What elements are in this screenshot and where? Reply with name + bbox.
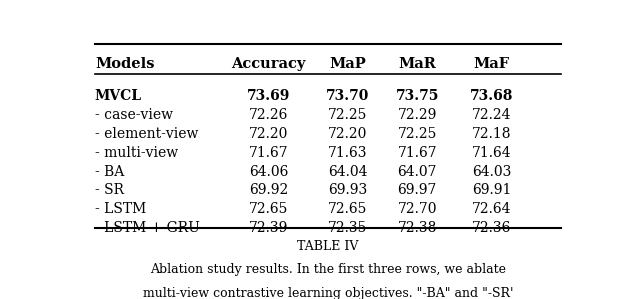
Text: 69.91: 69.91 <box>472 184 511 197</box>
Text: 72.20: 72.20 <box>249 127 288 141</box>
Text: - BA: - BA <box>95 164 124 179</box>
Text: - case-view: - case-view <box>95 108 173 122</box>
Text: 72.24: 72.24 <box>472 108 511 122</box>
Text: multi-view contrastive learning objectives. "-BA" and "-SR': multi-view contrastive learning objectiv… <box>143 287 513 299</box>
Text: 72.65: 72.65 <box>328 202 367 216</box>
Text: 71.63: 71.63 <box>328 146 367 160</box>
Text: 72.65: 72.65 <box>249 202 288 216</box>
Text: 64.06: 64.06 <box>249 164 288 179</box>
Text: 72.64: 72.64 <box>472 202 511 216</box>
Text: 73.70: 73.70 <box>326 89 369 103</box>
Text: 73.75: 73.75 <box>396 89 439 103</box>
Text: Accuracy: Accuracy <box>231 57 306 71</box>
Text: - LSTM: - LSTM <box>95 202 146 216</box>
Text: 64.04: 64.04 <box>328 164 367 179</box>
Text: 72.26: 72.26 <box>249 108 288 122</box>
Text: 69.97: 69.97 <box>397 184 437 197</box>
Text: - element-view: - element-view <box>95 127 198 141</box>
Text: 71.67: 71.67 <box>397 146 437 160</box>
Text: 72.38: 72.38 <box>397 221 437 235</box>
Text: MaR: MaR <box>398 57 436 71</box>
Text: - LSTM + GRU: - LSTM + GRU <box>95 221 200 235</box>
Text: 72.35: 72.35 <box>328 221 367 235</box>
Text: 69.92: 69.92 <box>249 184 288 197</box>
Text: 72.18: 72.18 <box>472 127 511 141</box>
Text: - SR: - SR <box>95 184 124 197</box>
Text: 72.25: 72.25 <box>328 108 367 122</box>
Text: TABLE IV: TABLE IV <box>298 240 358 253</box>
Text: 71.67: 71.67 <box>249 146 288 160</box>
Text: 73.69: 73.69 <box>247 89 290 103</box>
Text: 69.93: 69.93 <box>328 184 367 197</box>
Text: 72.25: 72.25 <box>397 127 437 141</box>
Text: 73.68: 73.68 <box>470 89 513 103</box>
Text: 72.29: 72.29 <box>397 108 437 122</box>
Text: MaP: MaP <box>330 57 366 71</box>
Text: 72.20: 72.20 <box>328 127 367 141</box>
Text: 71.64: 71.64 <box>472 146 511 160</box>
Text: MaF: MaF <box>474 57 509 71</box>
Text: MVCL: MVCL <box>95 89 142 103</box>
Text: Ablation study results. In the first three rows, we ablate: Ablation study results. In the first thr… <box>150 263 506 276</box>
Text: 72.39: 72.39 <box>249 221 288 235</box>
Text: 64.07: 64.07 <box>397 164 437 179</box>
Text: Models: Models <box>95 57 154 71</box>
Text: - multi-view: - multi-view <box>95 146 178 160</box>
Text: 72.36: 72.36 <box>472 221 511 235</box>
Text: 72.70: 72.70 <box>397 202 437 216</box>
Text: 64.03: 64.03 <box>472 164 511 179</box>
